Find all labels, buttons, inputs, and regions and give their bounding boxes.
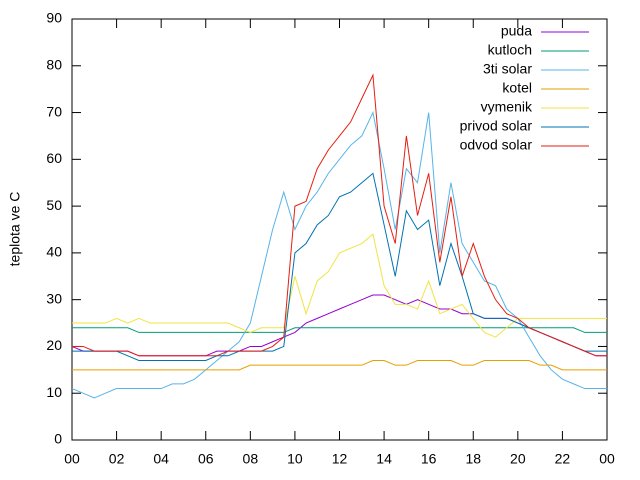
line-series xyxy=(72,359,607,371)
legend-label: privod solar xyxy=(460,118,533,134)
x-tick-label: 08 xyxy=(243,451,259,467)
legend-label: kotel xyxy=(502,80,532,96)
y-tick-label: 10 xyxy=(46,384,62,400)
y-tick-label: 80 xyxy=(46,56,62,72)
line-series xyxy=(72,327,607,333)
x-tick-label: 12 xyxy=(332,451,348,467)
y-tick-label: 20 xyxy=(46,337,62,353)
x-tick-label: 02 xyxy=(109,451,125,467)
y-tick-label: 40 xyxy=(46,244,62,260)
y-tick-label: 70 xyxy=(46,103,62,119)
x-tick-label: 14 xyxy=(376,451,392,467)
legend-label: kutloch xyxy=(488,42,532,58)
legend-label: 3ti solar xyxy=(483,61,532,77)
legend-label: vymenik xyxy=(481,99,533,115)
y-tick-label: 30 xyxy=(46,290,62,306)
x-tick-label: 00 xyxy=(64,451,80,467)
x-tick-label: 20 xyxy=(510,451,526,467)
y-tick-label: 90 xyxy=(46,10,62,26)
x-tick-label: 22 xyxy=(555,451,571,467)
y-axis-label: teplota ve C xyxy=(7,192,23,267)
x-tick-label: 06 xyxy=(198,451,214,467)
x-tick-label: 16 xyxy=(421,451,437,467)
y-tick-label: 0 xyxy=(54,431,62,447)
line-series xyxy=(72,73,607,357)
line-series xyxy=(72,172,607,361)
plot-border xyxy=(71,18,608,441)
legend-label: odvod solar xyxy=(460,137,533,153)
y-tick-label: 60 xyxy=(46,150,62,166)
legend-label: puda xyxy=(501,23,532,39)
y-tick-label: 50 xyxy=(46,197,62,213)
x-tick-label: 18 xyxy=(465,451,481,467)
x-tick-label: 10 xyxy=(287,451,303,467)
x-tick-label: 00 xyxy=(599,451,615,467)
x-tick-label: 04 xyxy=(153,451,169,467)
